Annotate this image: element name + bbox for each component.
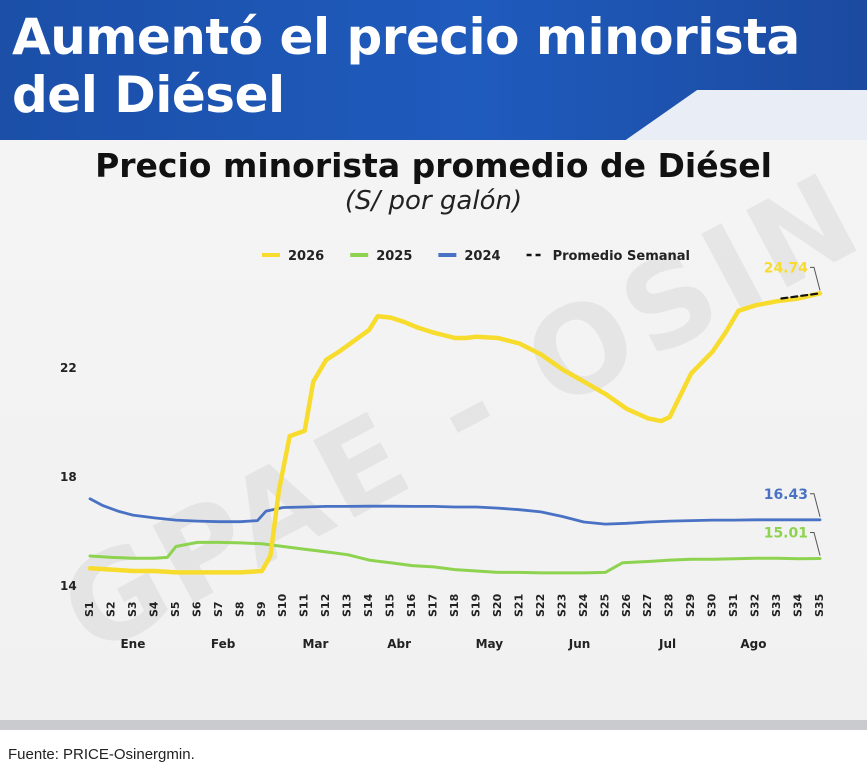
chart-panel: [0, 140, 867, 720]
x-tick-label: S29: [684, 594, 697, 617]
x-tick-label: S23: [555, 594, 568, 617]
x-tick-label: S31: [727, 594, 740, 617]
x-tick-label: S21: [512, 594, 525, 617]
x-tick-label: S18: [448, 594, 461, 617]
end-label-2026: 24.74: [764, 260, 809, 276]
x-tick-label: S33: [770, 594, 783, 617]
x-tick-label: S26: [620, 593, 633, 617]
y-axis: 14 18 22: [60, 361, 77, 593]
x-tick-label: S3: [126, 601, 139, 617]
end-label-leader: [810, 266, 821, 291]
end-label-2025: 15.01: [764, 525, 808, 541]
month-label: Feb: [211, 637, 236, 651]
x-tick-label: S35: [813, 594, 826, 617]
x-tick-label: S25: [598, 594, 611, 617]
month-label: Mar: [302, 637, 328, 651]
page-title: Aumentó el precio minorista del Diésel: [12, 8, 800, 124]
footer: Fuente: PRICE-Osinergmin.: [0, 720, 867, 772]
month-label: May: [476, 637, 504, 651]
x-tick-label: S17: [427, 594, 440, 617]
legend-label: 2026: [288, 249, 324, 264]
x-tick-label: S9: [255, 601, 268, 617]
legend-label: 2025: [376, 249, 412, 264]
series-line-2026: [87, 291, 823, 575]
line-chart: 2026 2025 2024 Promedio Semanal 14 18 22 S1 S2…: [60, 249, 826, 651]
end-labels: 24.74 15.01 16.43: [764, 260, 821, 556]
x-tick-label: S10: [276, 593, 289, 617]
x-tick-label: S24: [577, 593, 590, 617]
end-label-leader: [810, 531, 821, 556]
x-tick-label: S4: [147, 601, 160, 617]
header-banner: Aumentó el precio minorista del Diésel: [0, 0, 867, 140]
month-label: Abr: [387, 637, 411, 651]
month-label: Jul: [658, 637, 676, 651]
x-tick-label: S11: [298, 594, 311, 617]
chart-subtitle: (S/ por galón): [344, 186, 523, 216]
x-tick-label: S15: [384, 594, 397, 617]
chart-title: Precio minorista promedio de Diésel: [95, 146, 772, 185]
x-tick-label: S28: [663, 594, 676, 617]
month-label: Ene: [120, 637, 145, 651]
x-tick-label: S22: [534, 594, 547, 617]
x-tick-label: S2: [104, 601, 117, 617]
y-tick-label: 14: [60, 579, 77, 593]
x-tick-label: S1: [83, 601, 96, 617]
x-tick-label: S32: [749, 594, 762, 617]
x-axis: S1 S2 S3 S4 S5 S6 S7 S8 S9 S10 S11 S12 S13 S14 S15 S16 S…: [83, 593, 826, 617]
chart-legend: 2026 2025 2024 Promedio Semanal: [262, 249, 690, 264]
end-label-leader: [810, 493, 821, 517]
series-lines: [87, 291, 823, 575]
series-line-2025: [88, 540, 822, 575]
end-label-2024: 16.43: [764, 487, 808, 503]
month-label: Ago: [740, 637, 766, 651]
series-line-2024: [88, 497, 822, 526]
month-label: Jun: [568, 637, 591, 651]
x-tick-label: S34: [792, 593, 805, 617]
x-tick-label: S19: [469, 594, 482, 617]
x-tick-label: S20: [491, 593, 504, 617]
x-tick-label: S27: [641, 594, 654, 617]
month-labels: Ene Feb Mar Abr May Jun Jul Ago: [120, 637, 766, 651]
legend-label: Promedio Semanal: [553, 249, 690, 264]
y-tick-label: 18: [60, 470, 77, 484]
series-line-promedio-semanal: [780, 292, 822, 300]
x-tick-label: S30: [706, 593, 719, 617]
footer-divider: [0, 720, 867, 730]
x-tick-label: S12: [319, 594, 332, 617]
x-tick-label: S14: [362, 593, 375, 617]
x-tick-label: S6: [190, 601, 203, 617]
x-tick-label: S5: [169, 601, 182, 617]
legend-label: 2024: [464, 249, 500, 264]
x-tick-label: S13: [341, 594, 354, 617]
x-tick-label: S16: [405, 593, 418, 617]
y-tick-label: 22: [60, 361, 77, 375]
source-note: Fuente: PRICE-Osinergmin.: [8, 746, 195, 763]
x-tick-label: S8: [233, 601, 246, 617]
x-tick-label: S7: [212, 601, 225, 617]
